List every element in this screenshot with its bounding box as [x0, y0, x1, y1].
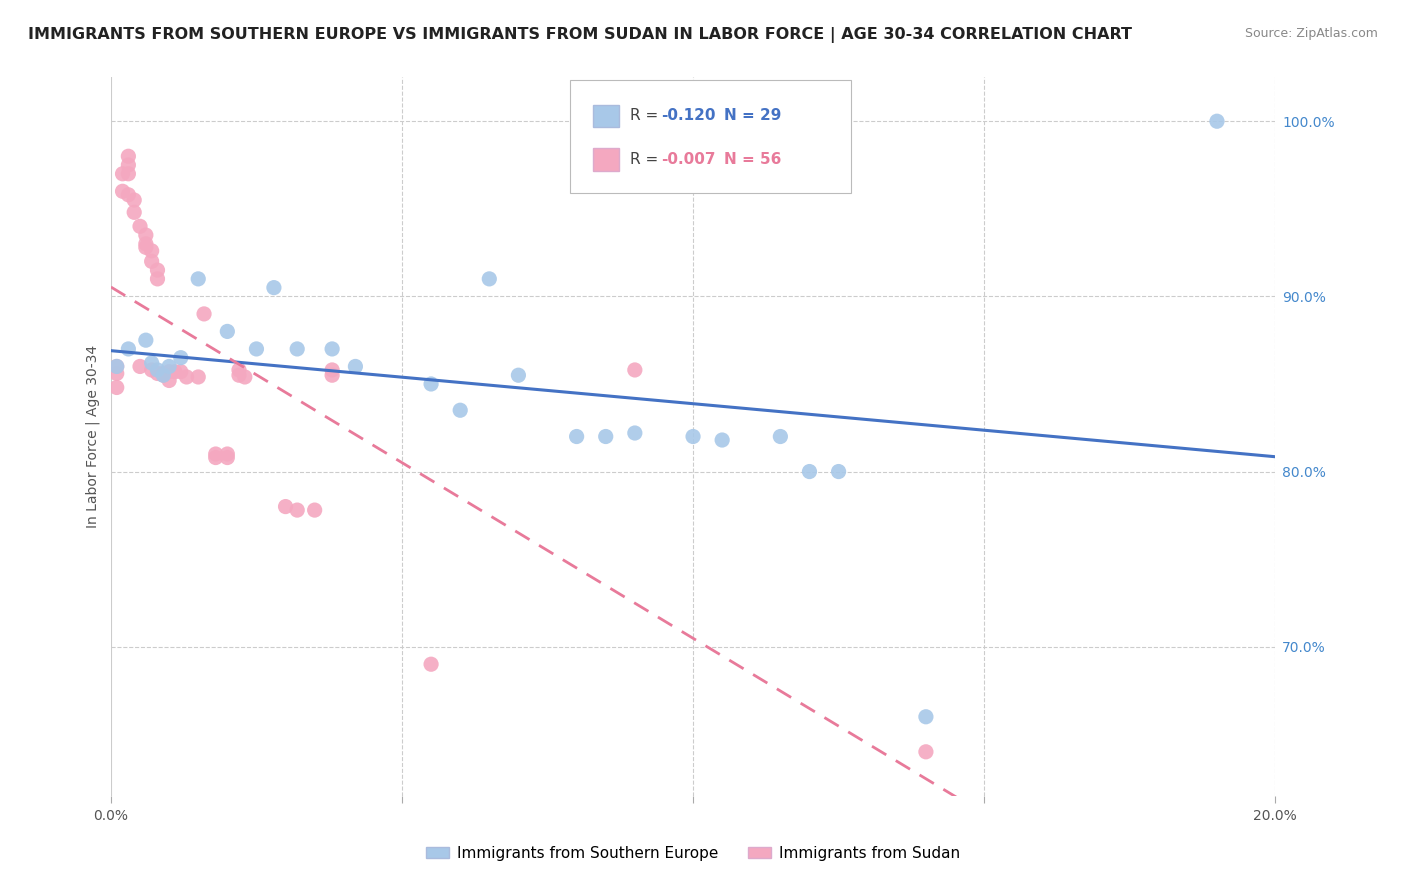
Point: [141, 254, 163, 268]
Point: [122, 193, 145, 207]
Point: [187, 370, 209, 384]
Text: -0.007: -0.007: [661, 153, 716, 167]
Point: [111, 184, 134, 198]
Point: [304, 503, 326, 517]
Point: [1206, 114, 1229, 128]
Point: [152, 367, 174, 381]
Point: [152, 368, 174, 383]
Point: [478, 272, 501, 286]
Point: [157, 374, 180, 388]
Point: [187, 272, 209, 286]
Point: [105, 367, 128, 381]
Point: [170, 365, 193, 379]
Point: [157, 365, 180, 379]
Point: [285, 503, 308, 517]
Text: Source: ZipAtlas.com: Source: ZipAtlas.com: [1244, 27, 1378, 40]
Point: [135, 333, 157, 347]
Point: [117, 149, 139, 163]
Point: [141, 356, 163, 370]
Point: [117, 167, 139, 181]
Point: [146, 367, 169, 381]
Point: [233, 370, 256, 384]
Point: [624, 363, 647, 377]
Point: [146, 363, 169, 377]
Text: R =: R =: [630, 153, 668, 167]
Legend: Immigrants from Southern Europe, Immigrants from Sudan: Immigrants from Southern Europe, Immigra…: [420, 839, 966, 867]
Point: [711, 433, 734, 447]
Point: [263, 280, 285, 294]
Point: [105, 380, 128, 394]
Point: [321, 342, 343, 356]
Point: [129, 359, 152, 374]
Point: [193, 307, 215, 321]
Point: [449, 403, 471, 417]
Point: [245, 342, 267, 356]
Point: [129, 219, 152, 234]
Point: [163, 365, 186, 379]
Text: N = 56: N = 56: [724, 153, 782, 167]
Point: [565, 429, 588, 443]
Point: [141, 244, 163, 258]
Point: [595, 429, 617, 443]
Point: [321, 368, 343, 383]
Point: [228, 363, 250, 377]
Point: [420, 657, 443, 672]
Point: [420, 376, 443, 391]
Point: [117, 187, 139, 202]
Point: [217, 450, 239, 465]
Point: [274, 500, 297, 514]
Point: [217, 447, 239, 461]
Point: [624, 425, 647, 440]
Point: [204, 447, 226, 461]
Point: [217, 325, 239, 339]
Point: [135, 240, 157, 254]
Point: [141, 363, 163, 377]
Point: [117, 342, 139, 356]
Point: [157, 359, 180, 374]
Point: [122, 205, 145, 219]
Point: [321, 363, 343, 377]
Text: N = 29: N = 29: [724, 108, 782, 123]
Point: [827, 465, 849, 479]
Point: [146, 263, 169, 277]
Point: [170, 351, 193, 365]
Point: [105, 359, 128, 374]
Point: [915, 745, 938, 759]
Point: [146, 272, 169, 286]
Point: [105, 359, 128, 374]
Point: [135, 236, 157, 251]
Point: [915, 710, 938, 724]
Point: [799, 465, 821, 479]
Point: [135, 228, 157, 243]
Y-axis label: In Labor Force | Age 30-34: In Labor Force | Age 30-34: [86, 345, 100, 528]
Point: [228, 368, 250, 383]
Point: [111, 167, 134, 181]
Point: [769, 429, 792, 443]
Point: [176, 370, 198, 384]
Point: [117, 158, 139, 172]
Point: [204, 450, 226, 465]
Point: [344, 359, 367, 374]
Text: -0.120: -0.120: [661, 108, 716, 123]
Point: [508, 368, 530, 383]
Point: [285, 342, 308, 356]
Text: IMMIGRANTS FROM SOUTHERN EUROPE VS IMMIGRANTS FROM SUDAN IN LABOR FORCE | AGE 30: IMMIGRANTS FROM SOUTHERN EUROPE VS IMMIG…: [28, 27, 1132, 43]
Point: [682, 429, 704, 443]
Point: [152, 368, 174, 383]
Text: R =: R =: [630, 108, 668, 123]
